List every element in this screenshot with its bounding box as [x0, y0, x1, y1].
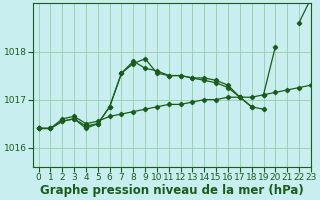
X-axis label: Graphe pression niveau de la mer (hPa): Graphe pression niveau de la mer (hPa) — [40, 184, 304, 197]
